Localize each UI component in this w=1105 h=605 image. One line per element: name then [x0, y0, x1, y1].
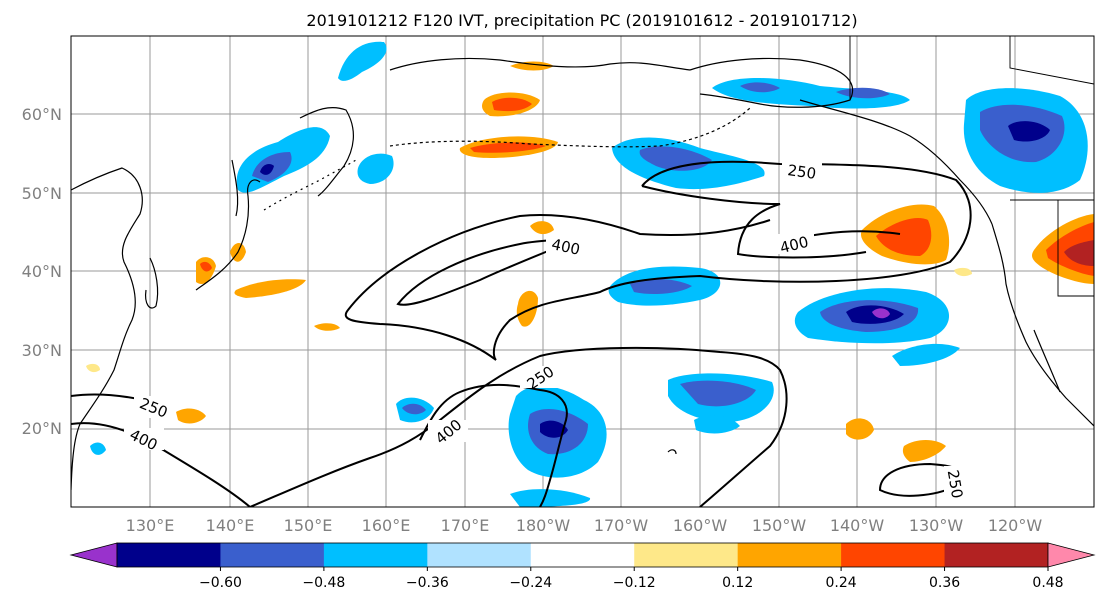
contour-label: 250: [944, 469, 967, 500]
lon-label: 170°W: [594, 516, 649, 535]
ivt-contour-400: [344, 213, 771, 361]
colorbar-extend-low: [69, 542, 118, 568]
lon-label: 170°E: [441, 516, 490, 535]
colorbar-tick-label: −0.12: [613, 575, 656, 591]
contour-labels: 250 400 400 250 250 400 400 250: [124, 160, 968, 504]
precip-patch: [892, 343, 960, 366]
precip-patch: [516, 290, 538, 327]
colorbar-boxes: [116, 542, 1049, 568]
lat-label: 30°N: [22, 341, 62, 360]
colorbar-ticks: −0.60 −0.48 −0.36 −0.24 −0.12 0.12 0.24 0.36 0.4…: [199, 567, 1064, 591]
lon-label: 130°E: [126, 516, 175, 535]
coastline: [667, 449, 677, 455]
lon-label: 140°W: [830, 516, 885, 535]
colorbar-box: [220, 543, 325, 567]
precip-patch: [1008, 121, 1050, 142]
lat-label: 40°N: [22, 262, 62, 281]
lon-label: 160°E: [362, 516, 411, 535]
longitude-labels: 130°E 140°E 150°E 160°E 170°E 180°W 170°…: [126, 516, 1043, 535]
colorbar-box: [323, 543, 428, 567]
colorbar-tick-label: 0.48: [1032, 575, 1063, 591]
precip-patch: [510, 61, 554, 71]
precip-patch: [846, 418, 874, 440]
colorbar-box: [944, 543, 1049, 567]
precip-patch: [86, 363, 100, 373]
lon-label: 140°E: [206, 516, 255, 535]
precip-patch: [492, 97, 532, 112]
ivt-contour-250-inner: [641, 185, 867, 259]
colorbar-tick-label: 0.24: [826, 575, 857, 591]
border-line: [1057, 200, 1094, 297]
precip-patch: [680, 380, 756, 407]
lon-label: 150°W: [752, 516, 807, 535]
precip-patch: [338, 41, 387, 81]
colorbar-extend-high: [1047, 542, 1096, 568]
colorbar-box: [427, 543, 532, 567]
map-panel: 250 400 400 250 250 400 400 250: [70, 35, 1095, 508]
colorbar: −0.60 −0.48 −0.36 −0.24 −0.12 0.12 0.24 0.36 0.4…: [69, 542, 1096, 591]
colorbar-box: [634, 543, 739, 567]
precip-patch: [630, 278, 692, 294]
colorbar-box: [737, 543, 842, 567]
coastline: [389, 57, 691, 71]
contour-label: 400: [550, 235, 582, 259]
lon-label: 130°W: [909, 516, 964, 535]
precip-patch: [876, 217, 932, 256]
precip-patch: [872, 308, 890, 319]
colorbar-tick-label: −0.24: [509, 575, 552, 591]
precip-patch: [530, 221, 554, 235]
coastline: [799, 99, 993, 225]
colorbar-tick-label: 0.12: [722, 575, 753, 591]
contour-label: 250: [786, 161, 817, 183]
map-frame: [70, 35, 1095, 508]
precip-patch: [694, 415, 740, 434]
borders: [849, 36, 1094, 297]
colorbar-box: [841, 543, 946, 567]
precip-anomaly-fills: [86, 41, 1094, 507]
colorbar-tick-label: 0.36: [929, 575, 960, 591]
coastline: [689, 57, 854, 108]
coastline: [1033, 329, 1061, 393]
border-line: [1009, 36, 1094, 85]
latitude-labels: 60°N 50°N 40°N 30°N 20°N: [22, 105, 62, 438]
precip-patch: [176, 408, 206, 424]
lon-label: 150°E: [284, 516, 333, 535]
lat-label: 60°N: [22, 105, 62, 124]
precip-patch: [260, 164, 274, 175]
lat-label: 50°N: [22, 184, 62, 203]
colorbar-tick-label: −0.36: [406, 575, 449, 591]
ivt-contour-400-south: [419, 383, 568, 507]
colorbar-box: [117, 543, 221, 567]
figure-title: 2019101212 F120 IVT, precipitation PC (2…: [306, 11, 857, 30]
precip-patch: [1064, 240, 1094, 266]
lon-label: 160°W: [673, 516, 728, 535]
precip-patch: [402, 403, 426, 415]
precip-patch: [234, 279, 306, 298]
lat-label: 20°N: [22, 419, 62, 438]
ivt-contour-250-south: [249, 346, 788, 507]
precip-patch: [836, 87, 890, 99]
coastline: [195, 179, 261, 291]
lon-label: 180°W: [516, 516, 571, 535]
precip-patch: [357, 153, 394, 184]
colorbar-tick-label: −0.60: [199, 575, 242, 591]
precip-patch: [510, 489, 591, 507]
coastline: [991, 223, 1094, 427]
precip-patch: [902, 440, 946, 462]
precip-patch: [314, 323, 340, 331]
lon-label: 120°W: [988, 516, 1043, 535]
precip-patch: [540, 420, 568, 438]
precip-patch: [200, 261, 212, 272]
coastline: [231, 159, 239, 217]
precip-patch: [90, 442, 106, 455]
coastline: [145, 257, 159, 309]
colorbar-tick-label: −0.48: [302, 575, 345, 591]
precip-patch: [470, 142, 546, 153]
precip-patch: [740, 82, 780, 93]
colorbar-box: [530, 543, 635, 567]
precip-patch: [954, 267, 972, 277]
coastline: [299, 106, 354, 197]
